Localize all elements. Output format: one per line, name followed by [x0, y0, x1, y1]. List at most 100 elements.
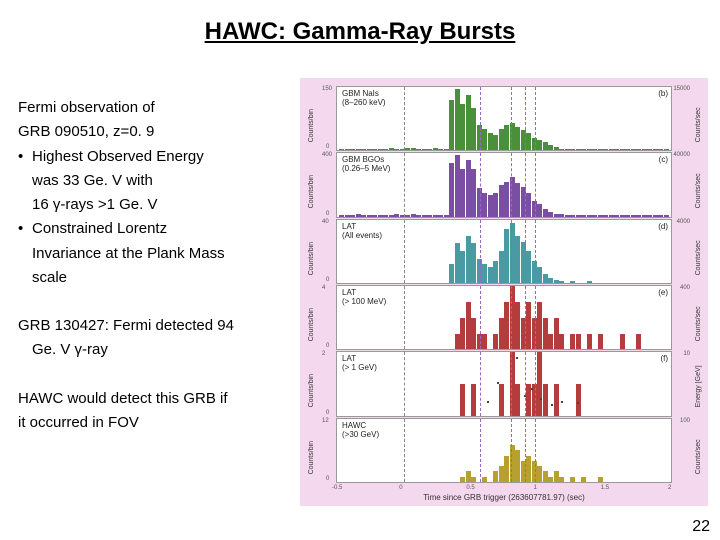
bar: [592, 149, 597, 150]
bar: [576, 149, 581, 150]
bar: [592, 215, 597, 217]
bar: [438, 149, 443, 151]
yaxis-right-label: Energy [GeV]: [695, 361, 702, 407]
bar: [570, 334, 575, 350]
bar: [565, 215, 570, 217]
bar: [587, 149, 592, 150]
bar: [499, 185, 504, 217]
panel-label: LAT(> 100 MeV): [341, 288, 387, 306]
vline: [511, 352, 512, 415]
bar: [504, 456, 509, 482]
grb130427-line-b: Ge. V γ-ray: [18, 340, 308, 360]
bar: [471, 318, 476, 350]
panel-tag: (c): [659, 155, 668, 164]
ytick: 40: [322, 219, 329, 225]
bar: [554, 214, 559, 217]
bar: [658, 149, 663, 150]
panel-(e): LAT(> 100 MeV)(e): [336, 285, 672, 350]
bar: [466, 95, 471, 150]
vline: [511, 419, 512, 482]
bar: [653, 149, 658, 150]
bar: [339, 149, 344, 150]
bar: [405, 148, 410, 151]
bar: [576, 384, 581, 416]
bar: [499, 318, 504, 350]
bar: [526, 456, 531, 482]
bar: [361, 149, 366, 151]
bar: [433, 215, 438, 217]
xaxis-label: Time since GRB trigger (263607781.97) (s…: [300, 493, 708, 502]
ytick-right: 400: [680, 285, 690, 291]
bar: [664, 215, 669, 216]
vline: [525, 286, 526, 349]
yaxis-left-label: Counts/bin: [308, 162, 315, 208]
hawc-line-b: it occurred in FOV: [18, 413, 308, 433]
ytick-right: 15000: [673, 86, 690, 92]
yaxis-left-label: Counts/bin: [308, 361, 315, 407]
bar: [570, 281, 575, 283]
ytick: 0: [326, 476, 329, 482]
bar: [482, 477, 487, 482]
bar: [647, 215, 652, 216]
ytick: 0: [326, 277, 329, 283]
bar: [482, 334, 487, 350]
bar: [493, 471, 498, 482]
vline: [525, 352, 526, 415]
panel-tag: (f): [660, 354, 668, 363]
bar: [339, 215, 344, 217]
vline: [404, 220, 405, 283]
bar: [515, 450, 520, 482]
hawc-line-a: HAWC would detect this GRB if: [18, 389, 308, 409]
yaxis-left-label: Counts/bin: [308, 295, 315, 341]
ytick: 400: [322, 152, 332, 158]
bar: [526, 133, 531, 150]
bar: [361, 215, 366, 217]
bar: [554, 147, 559, 150]
bar: [598, 334, 603, 350]
bar: [356, 149, 361, 150]
vline: [404, 352, 405, 415]
bar: [504, 229, 509, 283]
yaxis-right-label: Counts/sec: [695, 162, 702, 208]
bar: [493, 334, 498, 350]
vline: [511, 153, 512, 216]
bar: [653, 215, 658, 216]
bar: [559, 149, 564, 151]
bar: [455, 334, 460, 350]
bar: [345, 149, 350, 150]
bar: [543, 142, 548, 150]
bar: [548, 212, 553, 217]
bar: [537, 267, 542, 283]
vline: [525, 153, 526, 216]
bar: [471, 108, 476, 150]
bar: [642, 215, 647, 217]
xtick: 0.5: [466, 485, 474, 491]
bar: [554, 280, 559, 283]
bar: [427, 215, 432, 216]
bullet-1-line-b: was 33 Ge. V with: [18, 171, 308, 191]
bar: [537, 466, 542, 482]
panel-(b): GBM NaIs(8–260 keV) (b): [336, 86, 672, 151]
bar: [383, 149, 388, 150]
bar: [488, 195, 493, 217]
bar: [614, 215, 619, 216]
bar: [543, 318, 548, 350]
bar: [554, 318, 559, 350]
panel-tag: (b): [658, 89, 668, 98]
ytick: 0: [326, 410, 329, 416]
slide-title: HAWC: Gamma-Ray Bursts: [0, 0, 720, 46]
bar: [576, 215, 581, 217]
panel-(f): LAT(> 1 GeV)(f): [336, 351, 672, 416]
bar: [471, 477, 476, 482]
bar: [499, 384, 504, 416]
ytick: 2: [322, 351, 325, 357]
page-number: 22: [692, 518, 710, 536]
panel-label: GBM NaIs(8–260 keV): [341, 89, 387, 107]
vline: [480, 87, 481, 150]
bar: [603, 149, 608, 150]
bar: [559, 214, 564, 216]
bar: [466, 302, 471, 349]
bar: [515, 127, 520, 150]
bar: [526, 251, 531, 283]
bar: [636, 215, 641, 216]
